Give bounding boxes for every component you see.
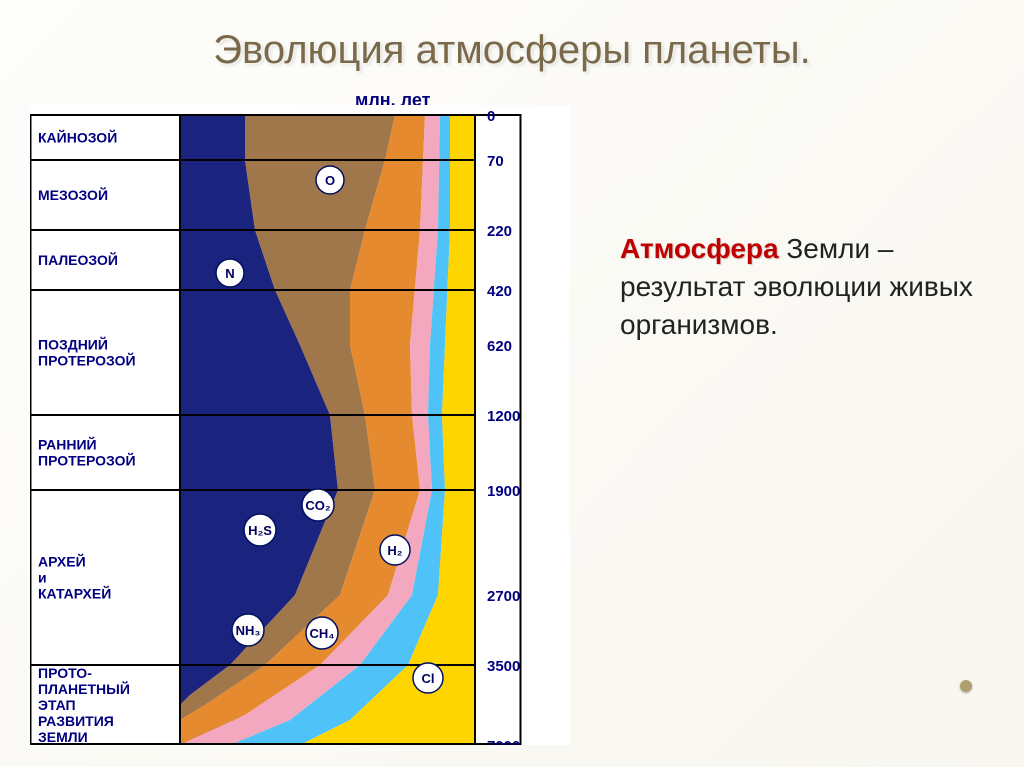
time-tick: 1900 — [487, 483, 520, 500]
chart-svg: КАЙНОЗОЙМЕЗОЗОЙПАЛЕОЗОЙПОЗДНИЙПРОТЕРОЗОЙ… — [30, 105, 570, 745]
time-tick: 70 — [487, 153, 504, 170]
era-label: РАЗВИТИЯ — [38, 713, 114, 729]
era-label: РАННИЙ — [38, 436, 97, 453]
time-tick: 220 — [487, 223, 512, 240]
gas-badge-CH₄: CH₄ — [306, 617, 338, 649]
description-text: Атмосфера Земли – результат эволюции жив… — [620, 230, 990, 343]
era-label: АРХЕЙ — [38, 553, 86, 570]
time-tick: 620 — [487, 338, 512, 355]
era-label: ПРОТО- — [38, 665, 92, 681]
era-label: и — [38, 570, 47, 586]
time-tick: 420 — [487, 283, 512, 300]
time-tick: 0 — [487, 108, 495, 125]
slide-bullet-icon — [960, 680, 972, 692]
svg-text:O: O — [325, 173, 335, 188]
svg-text:NH₃: NH₃ — [236, 623, 261, 638]
era-label: КАЙНОЗОЙ — [38, 129, 117, 146]
gas-badge-H₂S: H₂S — [244, 514, 276, 546]
era-label: ПРОТЕРОЗОЙ — [38, 452, 136, 469]
svg-text:CO₂: CO₂ — [305, 498, 331, 513]
era-label: ПАЛЕОЗОЙ — [38, 251, 118, 268]
time-tick: 1200 — [487, 408, 520, 425]
gas-badge-NH₃: NH₃ — [232, 614, 264, 646]
gas-badge-N: N — [216, 259, 244, 287]
era-label: МЕЗОЗОЙ — [38, 186, 108, 203]
era-label: ПЛАНЕТНЫЙ — [38, 680, 130, 697]
time-tick: 7000 — [487, 738, 520, 745]
svg-text:H₂S: H₂S — [248, 523, 272, 538]
time-tick: 2700 — [487, 588, 520, 605]
gas-badge-H₂: H₂ — [380, 535, 410, 565]
page-title: Эволюция атмосферы планеты. — [0, 28, 1024, 73]
gas-badge-O: O — [316, 166, 344, 194]
atmosphere-evolution-chart: КАЙНОЗОЙМЕЗОЗОЙПАЛЕОЗОЙПОЗДНИЙПРОТЕРОЗОЙ… — [30, 105, 570, 745]
era-label: КАТАРХЕЙ — [38, 585, 111, 602]
era-label: ПРОТЕРОЗОЙ — [38, 352, 136, 369]
gas-badge-CO₂: CO₂ — [302, 489, 334, 521]
svg-text:CH₄: CH₄ — [310, 626, 335, 641]
description-highlight: Атмосфера — [620, 233, 779, 264]
time-tick: 3500 — [487, 658, 520, 675]
era-label: ПОЗДНИЙ — [38, 336, 108, 353]
gas-badge-Cl: Cl — [413, 663, 443, 693]
svg-text:H₂: H₂ — [387, 543, 402, 558]
era-label: ЗЕМЛИ — [38, 729, 88, 745]
svg-text:N: N — [225, 266, 234, 281]
svg-text:Cl: Cl — [422, 671, 435, 686]
era-label: ЭТАП — [38, 697, 76, 713]
